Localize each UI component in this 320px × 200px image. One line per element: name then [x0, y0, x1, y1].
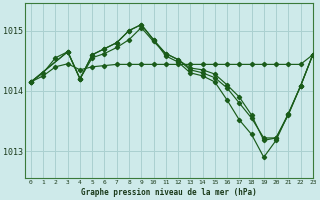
X-axis label: Graphe pression niveau de la mer (hPa): Graphe pression niveau de la mer (hPa): [81, 188, 257, 197]
